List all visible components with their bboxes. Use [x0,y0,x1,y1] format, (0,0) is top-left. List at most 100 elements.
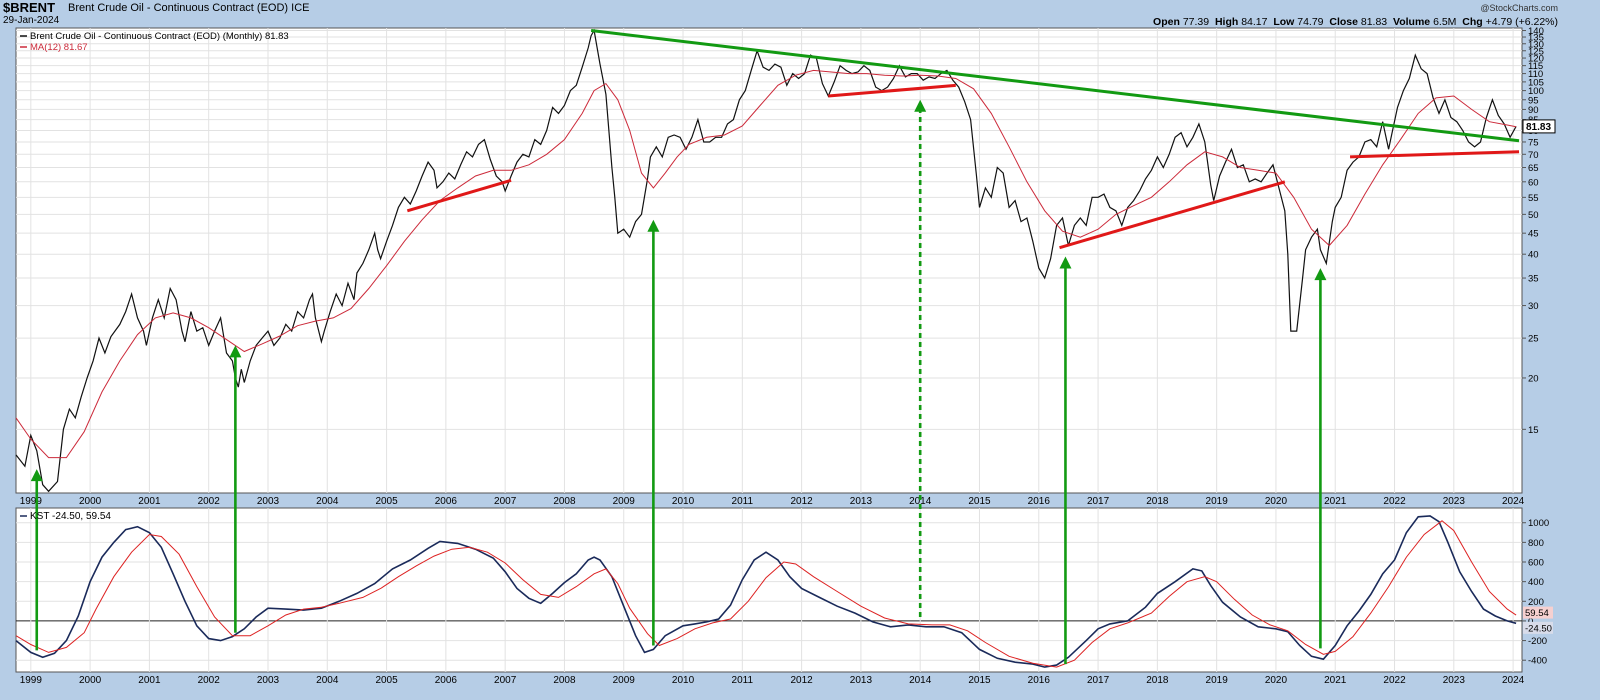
kst-tick-label: -400 [1528,656,1547,667]
legend-label: MA(12) 81.67 [30,42,88,53]
chg-label: Chg [1462,16,1483,28]
open-value: 77.39 [1182,16,1210,28]
kst-year-label: 2015 [968,675,991,686]
price-tick-label: 65 [1528,163,1539,174]
price-tick-label: 115 [1528,61,1543,72]
legend-label: Brent Crude Oil - Continuous Contract (E… [30,31,289,42]
kst-year-label: 2014 [909,675,932,686]
price-year-label: 2001 [138,496,161,507]
price-year-label: 2017 [1087,496,1110,507]
price-year-label: 2005 [375,496,398,507]
price-year-label: 2016 [1028,496,1051,507]
price-year-label: 2009 [613,496,636,507]
volume-value: 6.5M [1433,16,1457,28]
signal-arrow-head [1059,256,1072,269]
price-year-label: 2010 [672,496,695,507]
price-tick-label: 25 [1528,334,1539,345]
signal-arrow-head [1314,268,1327,281]
kst-value-box [1523,621,1553,634]
price-year-label: 2004 [316,496,339,507]
price-year-label: 2021 [1324,496,1347,507]
kst-year-label: 2016 [1028,675,1051,686]
ma12-line [15,69,1517,459]
low-label: Low [1273,16,1295,28]
price-tick-label: 135 [1528,33,1544,44]
price-year-label: 1999 [20,496,43,507]
last-price-box [1522,119,1556,134]
price-tick-label: 45 [1528,229,1539,240]
kst-year-label: 2020 [1265,675,1288,686]
price-tick-label: 15 [1528,425,1539,436]
kst-year-label: 2018 [1146,675,1169,686]
kst-year-label: 2005 [375,675,398,686]
kst-year-label: 2004 [316,675,339,686]
price-year-label: 2014 [909,496,932,507]
price-year-label: 2003 [257,496,280,507]
support-trendline [1350,150,1520,159]
price-tick-label: 60 [1528,177,1539,188]
price-tick-label: 35 [1528,274,1539,285]
kst-tick-label: 1000 [1528,518,1549,529]
price-year-label: 2013 [850,496,873,507]
kst-line [15,515,1517,668]
kst-axis: -400-2000200400600800100059.54-24.50 [1522,518,1553,667]
kst-year-label: 2012 [790,675,813,686]
close-label: Close [1329,16,1358,28]
kst-legend-label: KST -24.50, 59.54 [30,511,111,522]
kst-tick-label: -200 [1528,636,1547,647]
kst-year-label: 2008 [553,675,576,686]
price-year-label: 2024 [1502,496,1525,507]
kst-year-label: 2000 [79,675,102,686]
ohlc-summary: Open 77.39 High 84.17 Low 74.79 Close 81… [1153,16,1558,28]
kst-value-label: -24.50 [1525,623,1552,634]
price-year-label: 2022 [1383,496,1406,507]
price-tick-label: 90 [1528,105,1539,116]
price-year-label: 2008 [553,496,576,507]
kst-tick-label: 400 [1528,577,1544,588]
signal-arrows [30,99,1327,665]
kst-year-label: 2009 [613,675,636,686]
kst-year-label: 2010 [672,675,695,686]
price-year-label: 2023 [1443,496,1466,507]
price-x-axis: 1999 2000 2001 2002 2003 2004 2005 2006 2007 2008… [20,496,1525,507]
open-label: Open [1153,16,1180,28]
chg-value: +4.79 (+6.22%) [1485,16,1558,28]
support-trendline [828,83,956,98]
price-year-label: 2000 [79,496,102,507]
kst-signal-line [15,520,1517,668]
price-tick-label: 20 [1528,373,1539,384]
resistance-trendline [590,29,1520,143]
kst-year-label: 2021 [1324,675,1347,686]
signal-arrow-head [647,219,660,232]
kst-year-label: 2017 [1087,675,1110,686]
kst-year-label: 2007 [494,675,517,686]
watermark: @StockCharts.com [1480,3,1558,13]
price-tick-label: 120 [1528,54,1544,65]
kst-year-label: 2019 [1206,675,1229,686]
price-grid [16,28,1522,493]
kst-series [15,515,1517,668]
ticker-symbol: $BRENT [3,0,56,15]
price-tick-label: 30 [1528,301,1539,312]
kst-tick-label: 600 [1528,558,1544,569]
kst-year-label: 2001 [138,675,161,686]
close-value: 81.83 [1360,16,1388,28]
kst-year-label: 2023 [1443,675,1466,686]
kst-year-label: 2002 [198,675,221,686]
price-year-label: 2012 [790,496,813,507]
price-tick-label: 140 [1528,26,1544,37]
price-year-label: 2019 [1206,496,1229,507]
last-price-label: 81.83 [1526,122,1551,133]
price-panel [15,27,1523,494]
high-label: High [1214,16,1239,28]
kst-year-label: 2006 [435,675,458,686]
price-tick-label: 110 [1528,69,1543,80]
price-year-label: 2020 [1265,496,1288,507]
price-line [15,28,1517,493]
price-year-label: 2006 [435,496,458,507]
price-tick-label: 55 [1528,193,1539,204]
instrument-description: Brent Crude Oil - Continuous Contract (E… [68,2,310,14]
signal-arrow-head [914,99,927,112]
price-tick-label: 105 [1528,77,1544,88]
